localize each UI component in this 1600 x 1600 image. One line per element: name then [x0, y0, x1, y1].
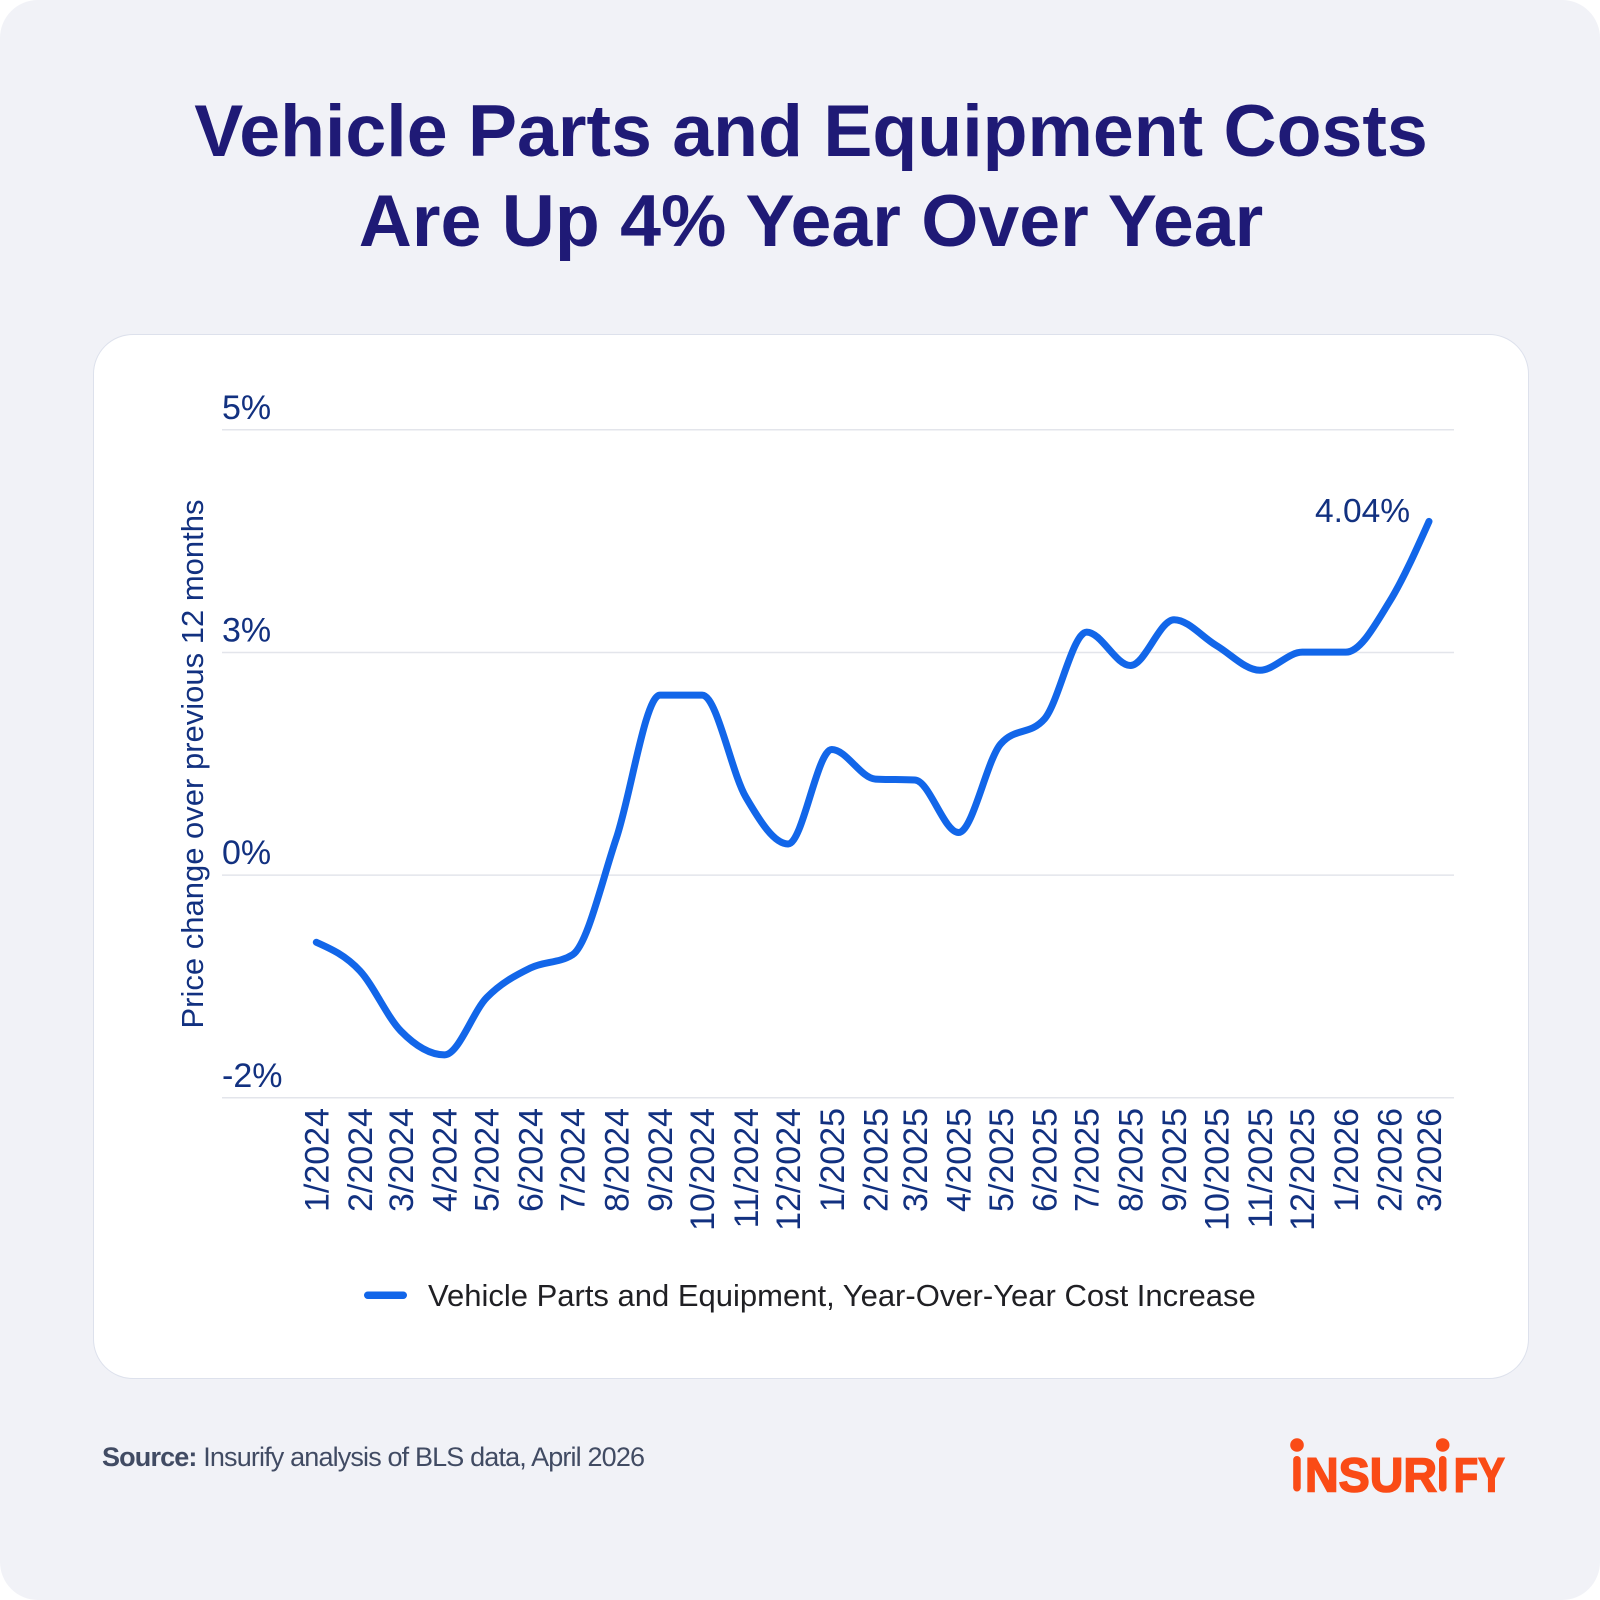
svg-text:3/2025: 3/2025	[897, 1108, 935, 1212]
svg-text:7/2024: 7/2024	[555, 1108, 593, 1212]
svg-text:3/2026: 3/2026	[1411, 1108, 1449, 1212]
svg-text:10/2024: 10/2024	[684, 1108, 722, 1231]
svg-text:6/2024: 6/2024	[512, 1108, 550, 1212]
svg-text:4/2025: 4/2025	[941, 1108, 979, 1212]
svg-text:12/2024: 12/2024	[770, 1108, 808, 1231]
svg-text:1/2025: 1/2025	[814, 1108, 852, 1212]
svg-text:1/2026: 1/2026	[1328, 1108, 1366, 1212]
svg-text:3/2024: 3/2024	[383, 1108, 421, 1212]
svg-text:4.04%: 4.04%	[1315, 493, 1410, 530]
svg-text:11/2025: 11/2025	[1242, 1108, 1280, 1228]
svg-text:5%: 5%	[222, 389, 271, 427]
svg-text:7/2025: 7/2025	[1069, 1108, 1107, 1212]
svg-text:10/2025: 10/2025	[1198, 1108, 1236, 1231]
svg-text:0%: 0%	[222, 834, 271, 872]
svg-text:3%: 3%	[222, 612, 271, 650]
svg-text:-2%: -2%	[222, 1057, 282, 1095]
svg-text:NSUR: NSUR	[1305, 1450, 1437, 1503]
svg-text:2/2024: 2/2024	[342, 1108, 380, 1212]
svg-text:2/2026: 2/2026	[1372, 1108, 1410, 1212]
svg-text:FY: FY	[1454, 1450, 1505, 1503]
svg-text:Vehicle Parts and Equipment, Y: Vehicle Parts and Equipment, Year-Over-Y…	[428, 1278, 1256, 1313]
svg-text:1/2024: 1/2024	[298, 1108, 336, 1212]
svg-text:Price change over previous 12: Price change over previous 12 months	[175, 499, 210, 1028]
svg-text:9/2025: 9/2025	[1156, 1108, 1194, 1212]
svg-text:5/2024: 5/2024	[469, 1108, 507, 1212]
svg-text:12/2025: 12/2025	[1284, 1108, 1322, 1231]
svg-text:4/2024: 4/2024	[427, 1108, 465, 1212]
svg-text:6/2025: 6/2025	[1027, 1108, 1065, 1212]
svg-text:9/2024: 9/2024	[642, 1108, 680, 1212]
svg-text:8/2024: 8/2024	[598, 1108, 636, 1212]
svg-text:11/2024: 11/2024	[728, 1108, 766, 1228]
svg-text:5/2025: 5/2025	[983, 1108, 1021, 1212]
svg-text:2/2025: 2/2025	[858, 1108, 896, 1212]
svg-text:8/2025: 8/2025	[1112, 1108, 1150, 1212]
